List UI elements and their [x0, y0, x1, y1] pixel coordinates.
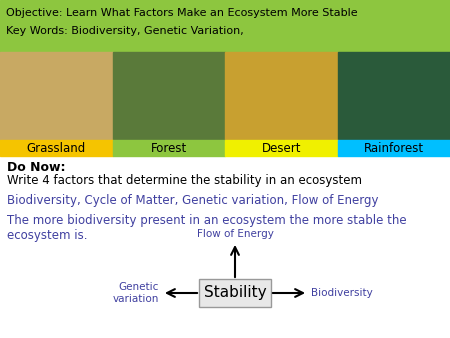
Text: The more biodiversity present in an ecosystem the more stable the
ecosystem is.: The more biodiversity present in an ecos… — [7, 214, 407, 242]
Bar — [225, 140, 338, 156]
Text: Biodiversity: Biodiversity — [311, 288, 373, 298]
Text: Genetic
variation: Genetic variation — [112, 282, 159, 304]
Text: Do Now:: Do Now: — [7, 161, 66, 174]
Text: Write 4 factors that determine the stability in an ecosystem: Write 4 factors that determine the stabi… — [7, 174, 362, 187]
Text: Grassland: Grassland — [27, 142, 86, 154]
Bar — [0, 0, 450, 52]
Text: Stability: Stability — [204, 286, 266, 300]
Text: Objective: Learn What Factors Make an Ecosystem More Stable: Objective: Learn What Factors Make an Ec… — [6, 8, 358, 18]
Text: Forest: Forest — [151, 142, 187, 154]
Text: Rainforest: Rainforest — [364, 142, 424, 154]
Bar — [0, 140, 112, 156]
Bar — [338, 140, 450, 156]
Bar — [338, 52, 450, 140]
Bar — [112, 140, 225, 156]
Bar — [112, 52, 225, 140]
Bar — [225, 52, 338, 140]
Text: Biodiversity, Cycle of Matter, Genetic variation, Flow of Energy: Biodiversity, Cycle of Matter, Genetic v… — [7, 194, 378, 207]
Text: Key Words: Biodiversity, Genetic Variation,: Key Words: Biodiversity, Genetic Variati… — [6, 26, 244, 36]
Text: Desert: Desert — [261, 142, 301, 154]
FancyBboxPatch shape — [199, 279, 271, 307]
Bar — [0, 52, 112, 140]
Text: Flow of Energy: Flow of Energy — [197, 229, 274, 239]
